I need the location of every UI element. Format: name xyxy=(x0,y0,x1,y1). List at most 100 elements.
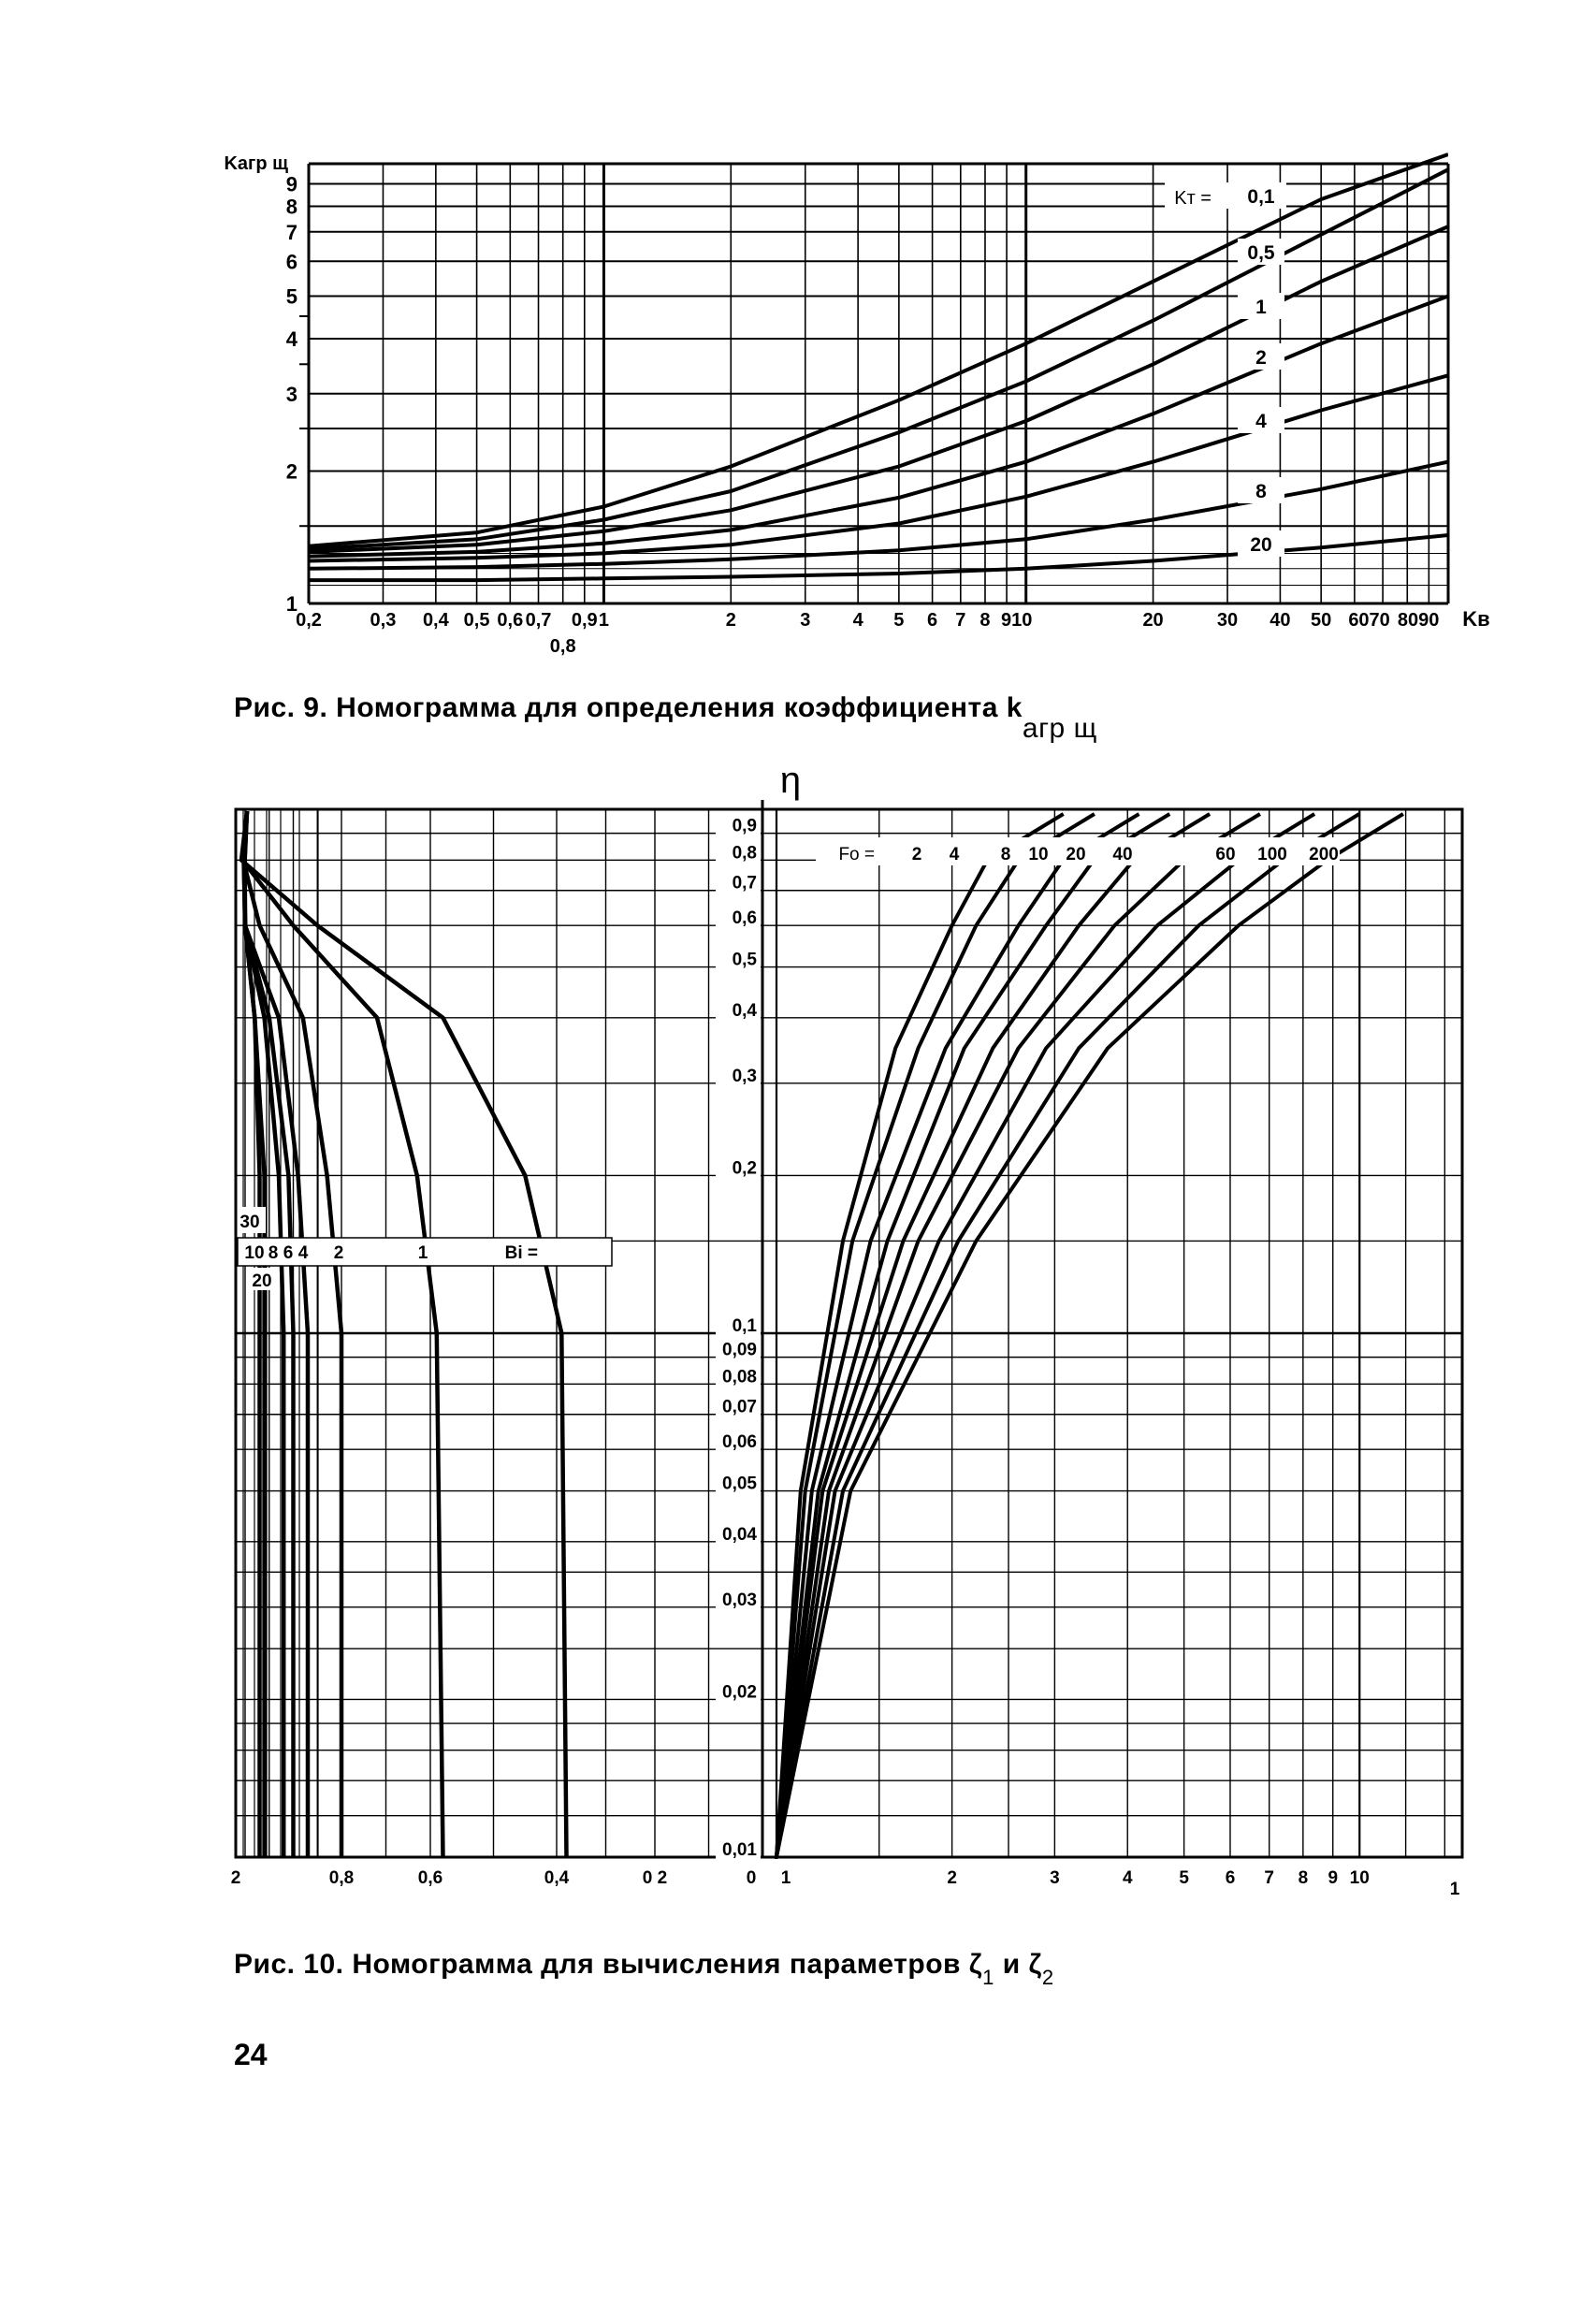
x-tick-label: 2 xyxy=(726,610,736,631)
legend-title: Kт = xyxy=(1174,188,1212,209)
x-tick-label-right: 4 xyxy=(1123,1868,1133,1888)
y-tick-label: 1 xyxy=(286,592,297,616)
figure-9-caption: Рис. 9. Номограмма для определения коэфф… xyxy=(234,692,1097,744)
tick-bg xyxy=(716,996,761,1020)
fo-label-100: 100 xyxy=(1257,845,1287,864)
bi-legend-bg xyxy=(238,1238,612,1266)
figure-10-chart: η 0,9 0,8 0,7 0,6 0,5 0,4 0,3 0,2 0,1 0,09 0,08 0,07… xyxy=(231,760,1464,1899)
x-tick-label: 8090 xyxy=(1398,610,1440,631)
y-tick-label: 0,07 xyxy=(722,1398,757,1417)
x-tick-label: 0,7 xyxy=(526,610,552,631)
tick-bg xyxy=(716,839,761,863)
y-tick-label: 6 xyxy=(286,250,297,273)
tick-bg xyxy=(716,1363,761,1387)
tick-bg xyxy=(716,1520,761,1544)
x-tick-label: 30 xyxy=(1217,610,1238,631)
y-tick-label: 0,05 xyxy=(722,1474,757,1494)
x-tick-label-right: 6 xyxy=(1226,1868,1236,1888)
x-tick-label-left: 0,4 xyxy=(544,1868,570,1888)
legend-bg xyxy=(1238,407,1284,433)
tick-bg xyxy=(716,1313,761,1335)
legend-bg xyxy=(1238,182,1284,209)
curve-fo-2 xyxy=(775,812,1065,1859)
x-tick-label: 0,9 xyxy=(572,610,598,631)
legend-bg xyxy=(1238,530,1284,557)
bi-label-30: 30 xyxy=(239,1213,259,1232)
fo-label-2: 2 xyxy=(912,845,922,864)
y-tick-label: 0,6 xyxy=(733,908,757,928)
tick-bg xyxy=(716,1678,761,1702)
figure-10-caption-sub2: 2 xyxy=(1041,1966,1054,1989)
y-tick-label: 0,03 xyxy=(722,1590,757,1610)
bi-label-6: 6 xyxy=(283,1243,294,1263)
legend-bg xyxy=(1238,239,1284,265)
tick-bg xyxy=(716,812,761,835)
x-tick-label: 0,2 xyxy=(296,610,322,631)
fo-label-10: 10 xyxy=(1028,845,1048,864)
tick-bg xyxy=(716,869,761,893)
x-tick-label: 0,8 xyxy=(550,636,576,657)
y-tick-label: 0,06 xyxy=(722,1432,757,1452)
fo-label-200: 200 xyxy=(1309,845,1339,864)
x-tick-label-right: 5 xyxy=(1179,1868,1189,1888)
x-tick-label-right: 2 xyxy=(947,1868,957,1888)
y-tick-label: 5 xyxy=(286,284,297,308)
tick-bg xyxy=(716,946,761,969)
y-tick-label: 9 xyxy=(286,173,297,196)
figure-9-caption-prefix: Рис. 9. xyxy=(234,692,328,723)
y-tick-label: 0,08 xyxy=(722,1367,757,1387)
x-tick-label: 3 xyxy=(800,610,810,631)
legend-label-4: 4 xyxy=(1255,411,1267,432)
x-tick-label: 7 xyxy=(955,610,965,631)
x-tick-label: 20 xyxy=(1142,610,1163,631)
figure-9-caption-subscript: агр щ xyxy=(1022,713,1097,744)
tick-bg xyxy=(716,905,761,928)
y-tick-label: 0,09 xyxy=(722,1341,757,1360)
y-tick-label: 0,01 xyxy=(722,1840,757,1860)
fo-label-20: 20 xyxy=(1066,845,1085,864)
x-tick-label-left: 0,6 xyxy=(418,1868,443,1888)
page-number: 24 xyxy=(234,2038,268,2071)
y-tick-label: 0,2 xyxy=(733,1158,757,1178)
bi-30-bg xyxy=(238,1207,266,1233)
x-tick-label: 1 xyxy=(599,610,609,631)
legend-bg xyxy=(1238,293,1284,319)
x-tick-label-right: 1 xyxy=(1450,1880,1460,1899)
x-tick-label: 8 xyxy=(979,610,990,631)
x-tick-label: 6070 xyxy=(1348,610,1390,631)
y-tick-label: 0,5 xyxy=(733,951,758,970)
y-tick-label: 0,4 xyxy=(733,1001,758,1021)
figure-10-caption-mid: и ζ xyxy=(994,1949,1042,1980)
figure-10-curves xyxy=(239,810,1404,1859)
fo-label-60: 60 xyxy=(1215,845,1235,864)
tick-bg xyxy=(716,1155,761,1178)
x-tick-label: 40 xyxy=(1270,610,1290,631)
y-tick-label: 2 xyxy=(286,460,297,484)
bi-label-20: 20 xyxy=(252,1271,271,1291)
x-tick-label-right: 8 xyxy=(1299,1868,1309,1888)
x-tick-label: 6 xyxy=(927,610,937,631)
fo-label-40: 40 xyxy=(1112,845,1132,864)
tick-bg xyxy=(716,1062,761,1085)
x-tick-label-left: 0 2 xyxy=(643,1868,667,1888)
figure-10-caption-text: Номограмма для вычисления параметров ζ xyxy=(352,1949,983,1980)
figure-10-caption-sub1: 1 xyxy=(982,1966,994,1989)
tick-bg xyxy=(716,1470,761,1493)
y-tick-label: 4 xyxy=(286,327,298,351)
x-tick-label-right: 10 xyxy=(1350,1868,1370,1888)
y-tick-label: 0,04 xyxy=(722,1525,757,1545)
y-tick-label: 0,3 xyxy=(733,1067,757,1086)
x-axis-label: Kв xyxy=(1462,607,1489,631)
x-tick-label: 5 xyxy=(893,610,904,631)
x-tick-label-left: 2 xyxy=(231,1868,241,1888)
legend-bg xyxy=(1238,343,1284,370)
bi-label-2: 2 xyxy=(334,1243,344,1263)
x-tick-label: 0,3 xyxy=(370,610,397,631)
y-axis-label: η xyxy=(780,760,801,801)
x-tick-label: 0,6 xyxy=(497,610,523,631)
x-tick-label-right: 3 xyxy=(1050,1868,1060,1888)
fo-legend-bg xyxy=(816,837,1340,865)
tick-bg xyxy=(716,1837,761,1859)
